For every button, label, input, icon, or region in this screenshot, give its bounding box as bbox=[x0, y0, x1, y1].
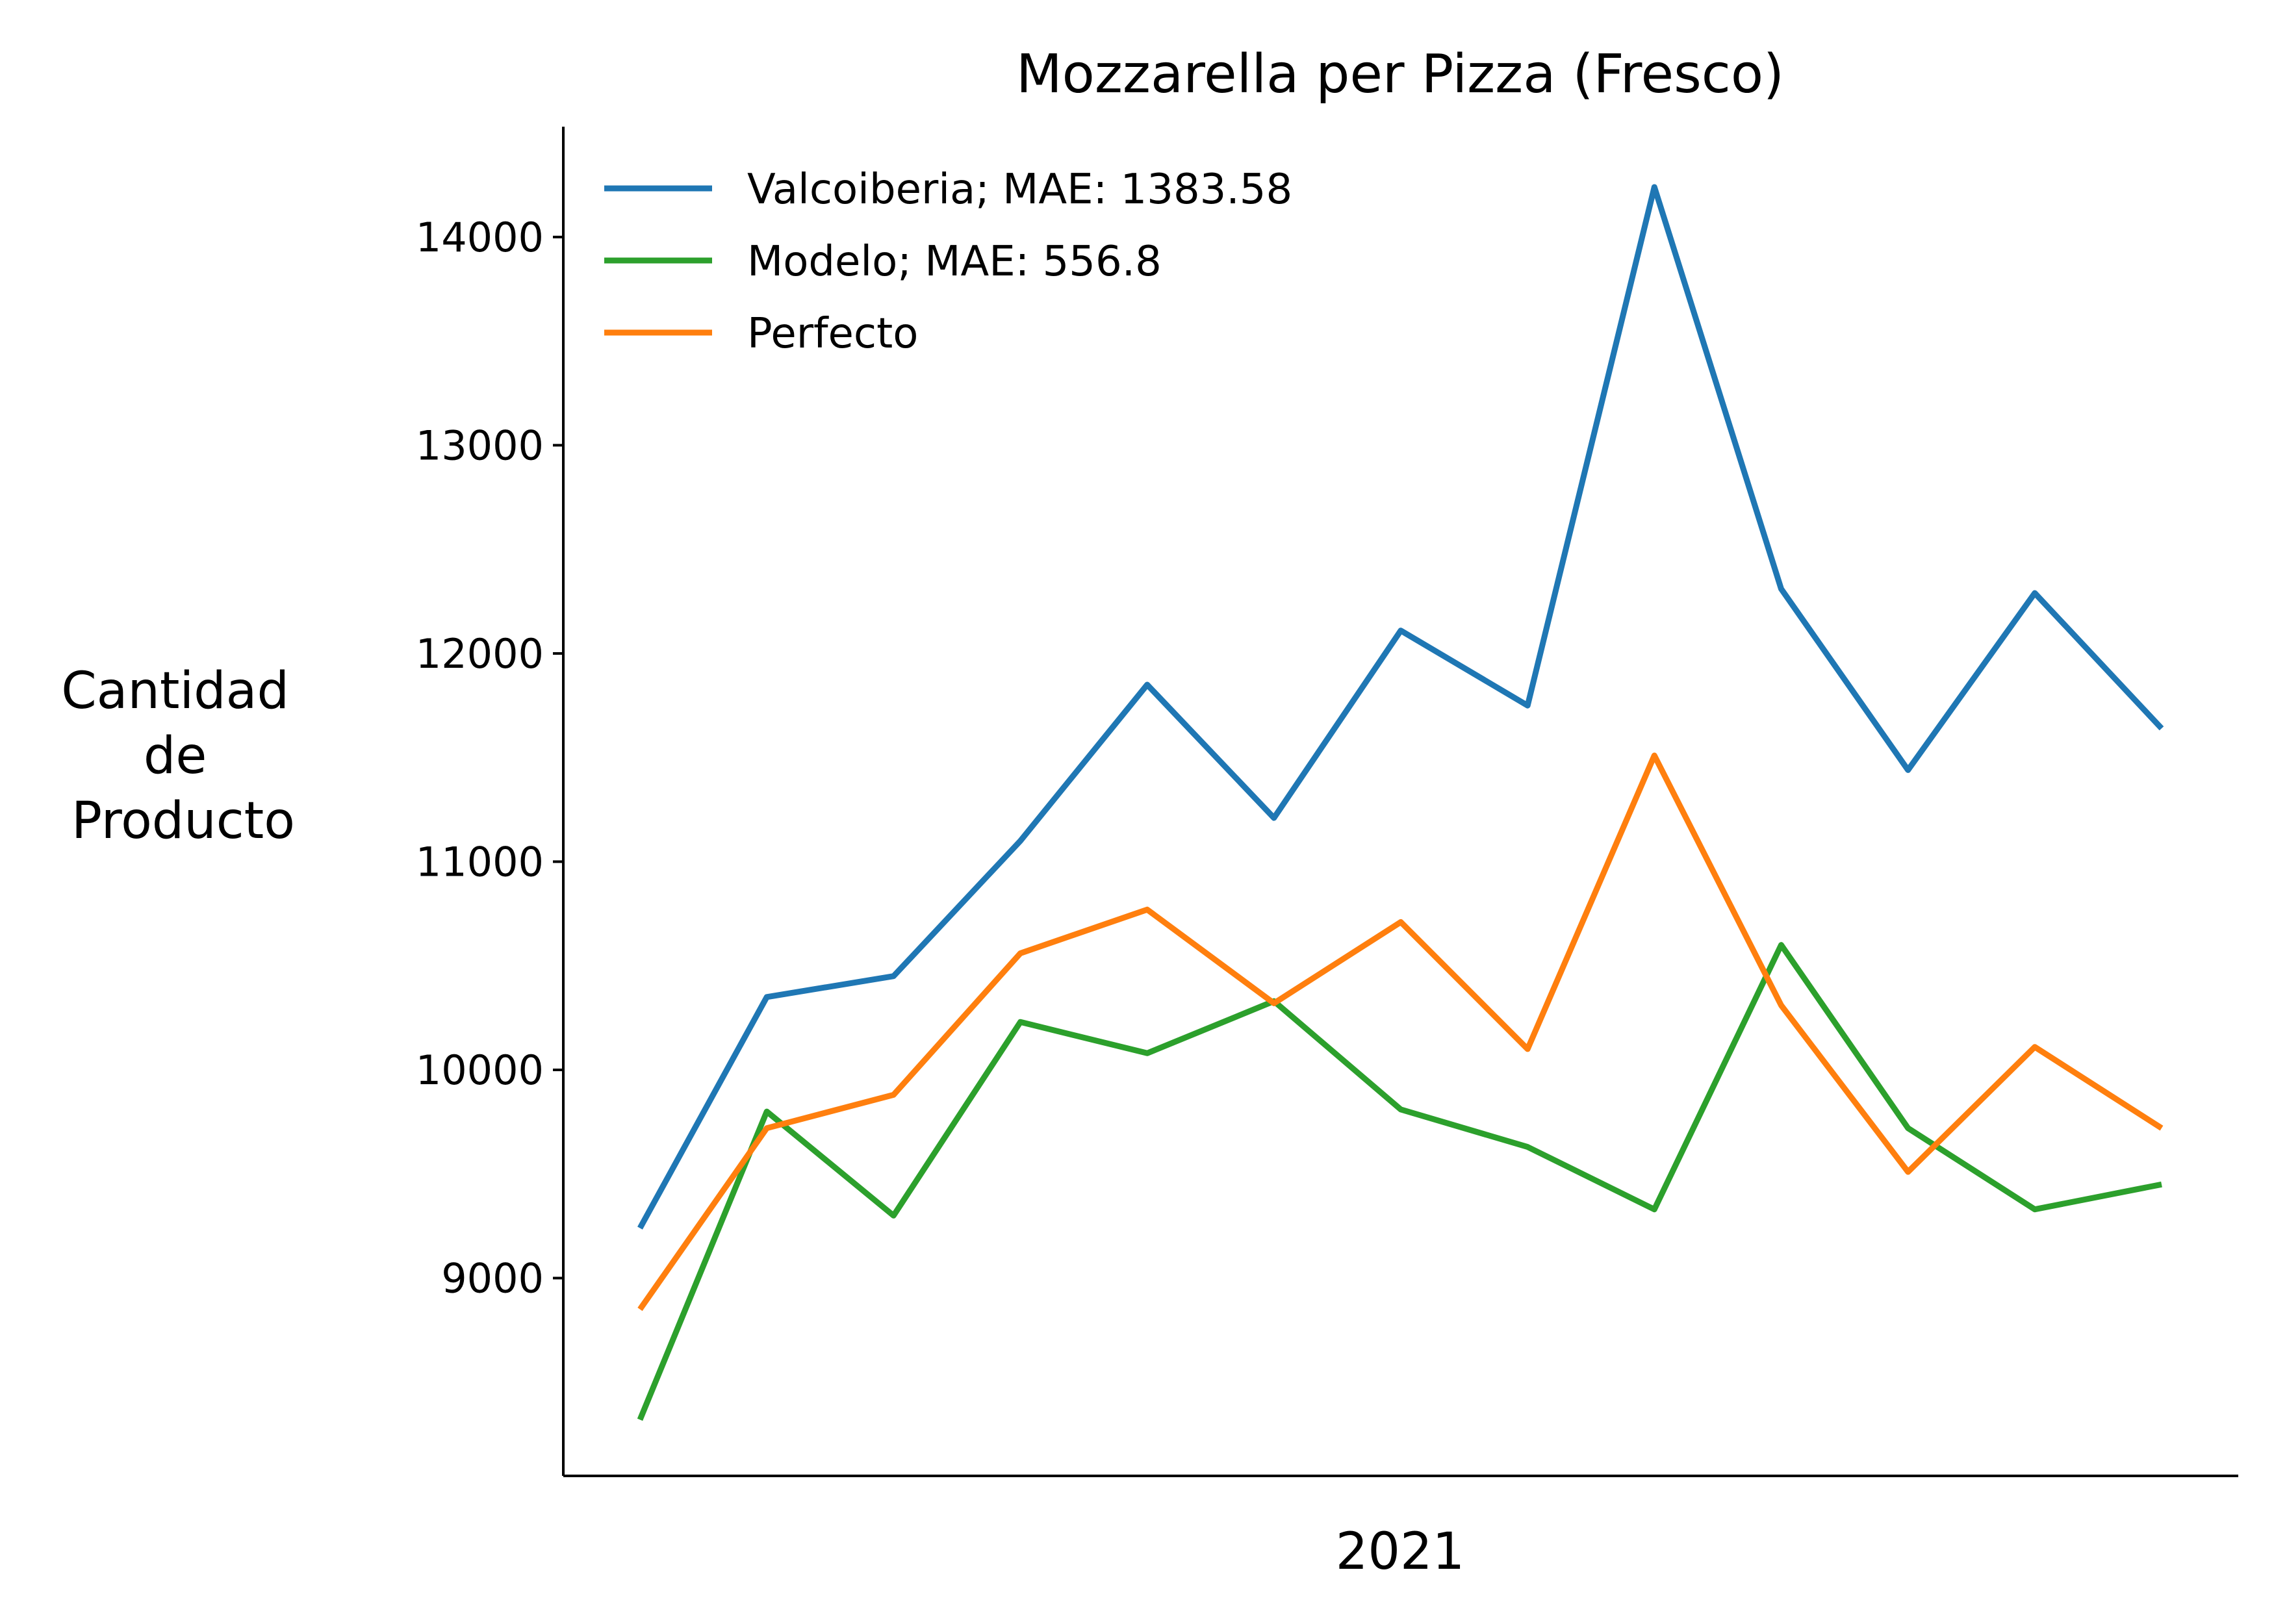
y-tick-label: 11000 bbox=[416, 838, 544, 885]
legend-label: Perfecto bbox=[747, 310, 918, 358]
y-tick-label: 14000 bbox=[416, 214, 544, 261]
y-axis-label-line-3: Producto bbox=[71, 792, 295, 850]
y-tick-label: 10000 bbox=[416, 1047, 544, 1094]
series-line-0 bbox=[637, 184, 2164, 1230]
y-tick-label: 12000 bbox=[416, 630, 544, 678]
chart-title: Mozzarella per Pizza (Fresco) bbox=[1016, 44, 1784, 105]
legend-label: Valcoiberia; MAE: 1383.58 bbox=[747, 166, 1292, 214]
y-axis-label: Cantidad de Producto bbox=[61, 662, 305, 850]
x-axis-label: 2021 bbox=[1336, 1523, 1465, 1581]
legend-label: Modelo; MAE: 556.8 bbox=[747, 238, 1162, 286]
series-lines bbox=[637, 184, 2164, 1421]
y-axis-label-line-2: de bbox=[144, 727, 207, 785]
y-axis-label-line-1: Cantidad bbox=[61, 662, 289, 720]
y-ticks: 9000 10000 11000 12000 13000 14000 bbox=[416, 214, 563, 1302]
legend: Valcoiberia; MAE: 1383.58 Modelo; MAE: 55… bbox=[604, 166, 1292, 358]
y-tick-label: 9000 bbox=[441, 1255, 544, 1302]
series-line-2 bbox=[637, 752, 2164, 1312]
y-tick-label: 13000 bbox=[416, 422, 544, 469]
series-line-1 bbox=[637, 942, 2162, 1421]
